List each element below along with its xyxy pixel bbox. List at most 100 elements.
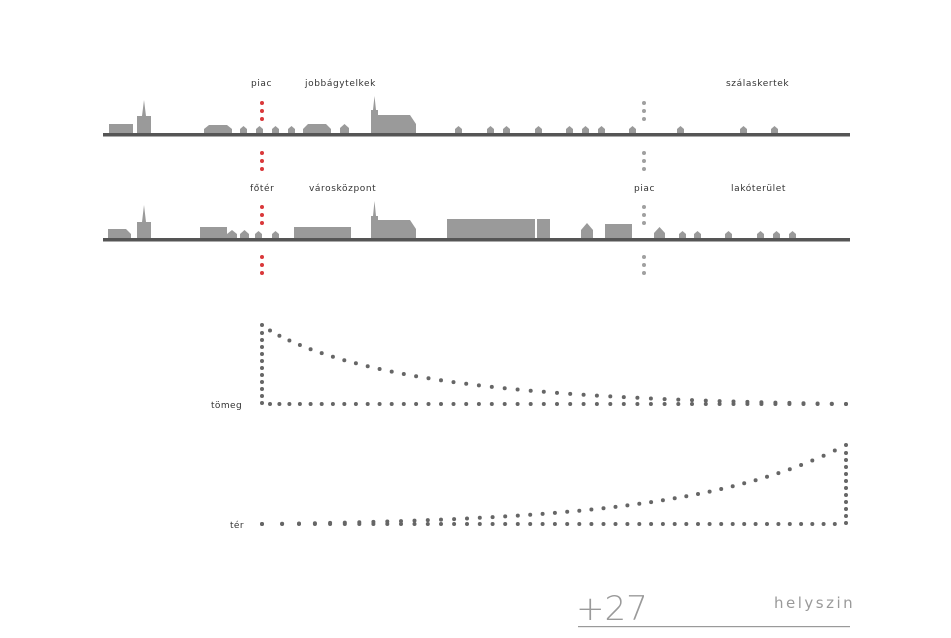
space-curve-dot — [399, 519, 403, 524]
space-base-dot — [328, 522, 333, 526]
marker-gray-dot — [642, 213, 646, 217]
space-base-dot — [399, 522, 403, 526]
space-curve-dot — [477, 515, 482, 520]
space-edge-dot — [844, 514, 848, 518]
space-base-dot — [342, 522, 347, 526]
space-curve-dot — [439, 517, 443, 522]
mass-curve-dot — [277, 333, 282, 338]
mass-base-dot — [308, 402, 313, 406]
space-base-dot — [452, 522, 457, 526]
mass-base-dot — [568, 402, 573, 406]
mass-curve-dot — [287, 338, 292, 343]
mass-curve-dot — [297, 343, 302, 347]
space-curve-dot — [799, 463, 804, 467]
mass-edge-dot — [260, 359, 264, 363]
building-row1-house-l — [598, 126, 605, 134]
space-base-dot — [490, 522, 495, 526]
space-base-dot — [765, 522, 769, 526]
space-edge-dot — [844, 465, 848, 469]
space-dotted-graph — [260, 443, 848, 526]
mass-edge-dot — [260, 366, 264, 370]
space-base-dot — [613, 522, 618, 526]
space-curve-dot — [787, 467, 792, 472]
space-base-dot — [730, 522, 735, 526]
label-tomeg: tömeg — [211, 401, 242, 411]
space-base-dot — [357, 522, 362, 526]
mass-curve-dot — [330, 354, 335, 359]
space-edge-dot — [844, 486, 848, 490]
mass-base-dot — [662, 402, 667, 406]
marker-red-dot — [260, 117, 264, 121]
mass-curve-dot — [528, 388, 533, 393]
space-base-dot — [503, 522, 508, 526]
space-base-dot — [552, 522, 557, 526]
label-ter: tér — [230, 520, 244, 531]
building-row2-house-e — [581, 223, 593, 239]
mass-curve-dot — [342, 358, 347, 363]
mass-base-dot — [773, 402, 778, 406]
mass-curve-dot — [377, 367, 382, 371]
space-base-dot — [776, 522, 781, 526]
space-base-dot — [684, 522, 689, 526]
space-base-dot — [719, 522, 724, 526]
mass-curve-dot — [648, 396, 653, 401]
mass-curve-dot — [260, 323, 264, 327]
space-base-dot — [371, 522, 376, 526]
building-row2-house-c — [255, 231, 262, 239]
space-curve-dot — [601, 506, 606, 511]
section-title: helyszin — [774, 594, 855, 612]
space-curve-dot — [465, 516, 469, 521]
marker-gray-dot — [642, 117, 646, 121]
space-curve-dot — [660, 498, 665, 503]
space-curve-dot — [515, 513, 520, 518]
label-foter: főtér — [250, 183, 274, 194]
mass-base-dot — [268, 402, 272, 406]
building-row1-long-house-a — [204, 125, 232, 134]
building-row1-house-e — [340, 124, 349, 134]
label-szalaskertek: szálaskertek — [726, 79, 789, 89]
marker-gray-dot — [642, 221, 646, 225]
mass-base-dot — [829, 402, 834, 406]
building-row1-church-large — [371, 96, 416, 134]
marker-red-dot — [260, 205, 264, 209]
mass-base-dot — [731, 402, 736, 406]
mass-edge-dot — [260, 394, 264, 398]
marker-red-dot — [260, 159, 264, 163]
mass-base-dot — [451, 402, 456, 406]
mass-base-dot — [401, 402, 406, 406]
mass-curve-dot — [581, 392, 586, 397]
space-base-dot — [649, 522, 654, 526]
marker-red-dot — [260, 109, 264, 113]
building-row1-house-n — [677, 126, 684, 134]
mass-base-dot — [541, 402, 546, 406]
mass-curve-dot — [594, 393, 599, 398]
space-edge-dot — [844, 458, 848, 462]
space-base-dot — [465, 522, 469, 526]
space-curve-dot — [637, 501, 642, 506]
building-row2-market-hall — [605, 224, 632, 239]
mass-edge-dot — [260, 345, 264, 349]
mass-curve-dot — [401, 372, 406, 376]
mass-base-dot — [690, 402, 694, 406]
space-curve-dot — [696, 492, 700, 496]
marker-gray-dot — [642, 101, 646, 105]
space-base-dot — [707, 522, 712, 526]
buildings-row-2 — [108, 201, 796, 239]
mass-base-dot — [635, 402, 640, 406]
mass-curve-dot — [621, 395, 626, 400]
space-base-dot — [660, 522, 665, 526]
mass-base-dot — [815, 402, 820, 406]
space-edge-dot — [844, 507, 848, 511]
mass-base-dot — [648, 402, 653, 406]
space-base-dot — [385, 522, 390, 526]
space-base-dot — [696, 522, 700, 526]
marker-red-dot — [260, 101, 264, 105]
mass-curve-dot — [676, 397, 681, 402]
mass-base-dot — [476, 402, 481, 406]
space-base-dot — [672, 522, 677, 526]
mass-curve-dot — [476, 383, 481, 388]
space-curve-dot — [719, 487, 724, 491]
mass-base-dot — [330, 402, 335, 406]
marker-gray-dot — [642, 205, 646, 209]
space-edge-dot — [844, 500, 848, 504]
